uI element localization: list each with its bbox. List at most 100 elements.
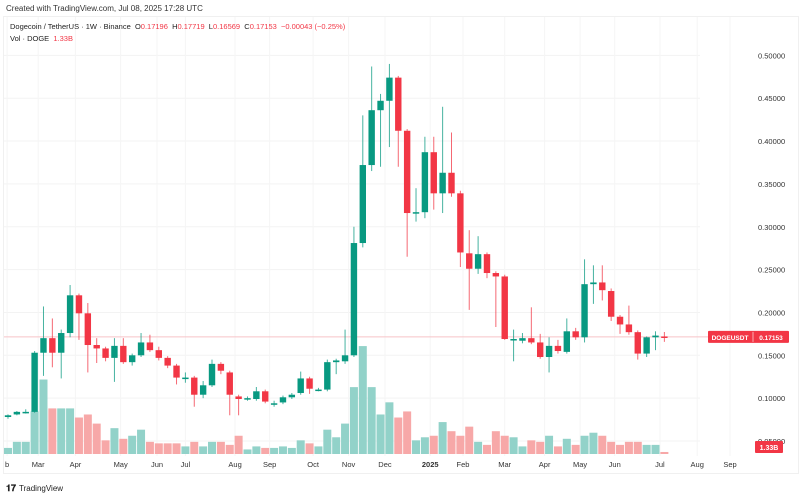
candle-body: [421, 152, 429, 213]
symbol-description: Dogecoin / TetherUS · 1W · Binance: [10, 22, 131, 31]
volume-bar: [518, 446, 527, 454]
y-tick-label: 0.45000: [758, 94, 785, 103]
tradingview-logo[interactable]: 𝟏𝟕 TradingView: [6, 483, 63, 494]
candle-body: [262, 391, 269, 402]
candle-body: [412, 212, 420, 214]
volume-bar: [287, 447, 296, 454]
x-tick-label: Mar: [32, 460, 45, 469]
candle-body: [155, 350, 162, 358]
tradingview-logo-icon: 𝟏𝟕: [6, 483, 17, 493]
candle-body: [474, 254, 482, 269]
candle-body: [510, 339, 517, 341]
x-tick-label: Aug: [228, 460, 241, 469]
candle-body: [643, 337, 650, 354]
high-value: 0.17719: [177, 22, 205, 31]
candle-body: [120, 345, 127, 363]
low-value: 0.16569: [212, 22, 241, 31]
volume-bar: [4, 447, 12, 454]
low-label: L: [208, 22, 213, 31]
candle-body: [483, 254, 491, 274]
x-tick-label: Apr: [539, 460, 551, 469]
candle-body: [537, 342, 544, 358]
change-value: −0.00043 (−0.25%): [280, 22, 346, 31]
candle-body: [173, 365, 180, 378]
candle-body: [519, 338, 526, 341]
created-caption: Created with TradingView.com, Jul 08, 20…: [6, 4, 203, 13]
volume-bar: [278, 446, 287, 454]
candle-body: [403, 130, 411, 214]
x-tick-label: Sep: [723, 460, 736, 469]
volume-bar: [154, 443, 163, 454]
candle-body: [279, 397, 287, 403]
volume-label: Vol · DOGE: [10, 34, 50, 43]
candle-body: [448, 172, 455, 194]
candle-body: [137, 342, 145, 356]
volume-bar: [199, 446, 208, 454]
volume-bar: [500, 435, 509, 454]
volume-bar: [660, 451, 669, 454]
candle-body: [93, 345, 100, 349]
volume-bar: [92, 423, 101, 454]
volume-bar: [101, 440, 110, 454]
volume-bar: [172, 443, 181, 454]
candle-body: [563, 331, 571, 352]
volume-bar: [412, 440, 421, 454]
candle-body: [590, 282, 597, 285]
candle-body: [208, 363, 216, 386]
volume-bar: [341, 423, 350, 454]
volume-bar: [57, 408, 66, 454]
volume-bar: [216, 441, 225, 454]
candle-body: [572, 331, 579, 338]
volume-bar: [367, 387, 376, 454]
volume-bar: [562, 438, 571, 454]
volume-bar: [553, 446, 562, 454]
candle-body: [661, 336, 668, 338]
candle-body: [270, 403, 278, 405]
x-tick-label: Oct: [307, 460, 320, 469]
volume-bar: [208, 441, 217, 454]
candle-body: [128, 355, 136, 363]
candle-body: [625, 324, 633, 333]
x-tick-label: Jul: [655, 460, 665, 469]
candle-body: [430, 152, 437, 194]
volume-bar: [190, 441, 199, 454]
volume-bar: [482, 444, 491, 454]
open-label: O: [134, 22, 141, 31]
y-tick-label: 0.20000: [758, 308, 785, 317]
volume-bar: [607, 441, 616, 454]
candle-body: [4, 415, 12, 418]
candle-body: [607, 291, 615, 317]
candle-body: [306, 378, 313, 389]
volume-bar: [225, 444, 234, 454]
volume-bar: [420, 437, 429, 454]
volume-bar: [589, 432, 598, 454]
volume-bar: [536, 441, 545, 454]
volume-bar: [633, 441, 642, 454]
x-tick-label: Sep: [263, 460, 276, 469]
volume-bar: [21, 441, 30, 454]
x-tick-label: Jul: [181, 460, 191, 469]
volume-bar: [571, 444, 580, 454]
volume-badge-value: 1.33B: [760, 445, 779, 452]
x-tick-label: Mar: [498, 460, 511, 469]
candle-body: [599, 282, 606, 291]
x-tick-label: b: [5, 460, 9, 469]
candle-body: [554, 345, 562, 352]
volume-bar: [39, 379, 48, 454]
volume-bar: [163, 443, 172, 454]
x-tick-label: Apr: [70, 460, 82, 469]
y-tick-label: 0.10000: [758, 394, 785, 403]
volume-bar: [305, 443, 314, 454]
symbol-legend: Dogecoin / TetherUS · 1W · Binance O 0.17…: [10, 22, 345, 31]
candle-body: [199, 385, 207, 395]
candle-body: [164, 357, 171, 366]
volume-legend: Vol · DOGE 1.33B: [10, 34, 73, 43]
volume-bar: [181, 446, 190, 454]
candle-body: [324, 362, 331, 390]
volume-bar: [314, 446, 323, 454]
tradingview-logo-text: TradingView: [19, 484, 64, 493]
volume-bar: [243, 449, 252, 454]
volume-bar: [270, 447, 279, 454]
x-tick-label: Nov: [342, 460, 356, 469]
